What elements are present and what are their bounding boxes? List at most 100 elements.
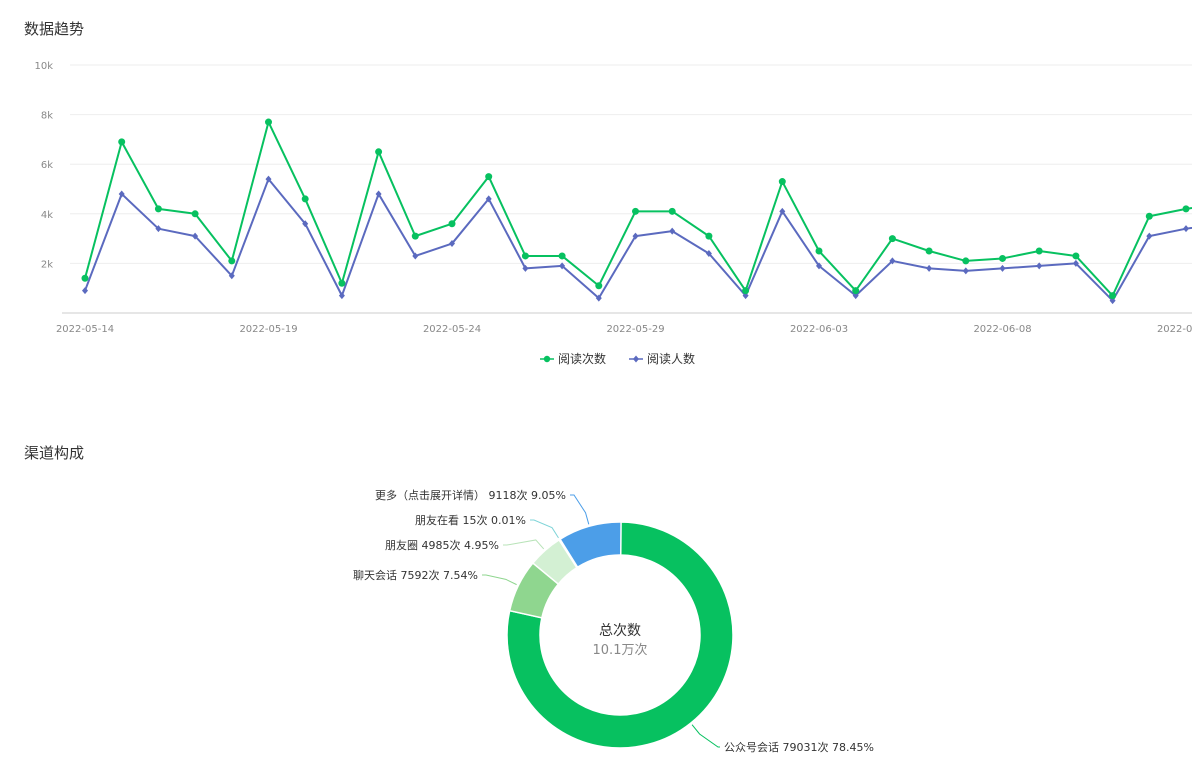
data-point-readers[interactable] xyxy=(889,257,896,265)
donut-slice[interactable] xyxy=(506,521,734,749)
channel-section-title: 渠道构成 xyxy=(24,444,85,462)
data-point-readers[interactable] xyxy=(265,175,272,183)
data-point-readers[interactable] xyxy=(779,207,786,215)
y-tick-label: 6k xyxy=(41,160,53,171)
data-point-readers[interactable] xyxy=(82,287,88,295)
data-point-readers[interactable] xyxy=(228,272,235,280)
chart-legend: 阅读次数 阅读人数 xyxy=(540,351,695,366)
series-line-readers xyxy=(84,178,1192,302)
data-point-reads[interactable] xyxy=(925,247,933,255)
data-point-readers[interactable] xyxy=(522,264,529,272)
slice-label-name: 公众号会话 xyxy=(724,741,779,754)
data-point-readers[interactable] xyxy=(669,227,676,235)
x-tick-label: 2022-05-29 xyxy=(606,324,664,335)
data-point-readers[interactable] xyxy=(485,195,492,203)
slice-label-percent: 9.05% xyxy=(531,489,566,502)
slice-label-count: 4985次 xyxy=(422,538,461,552)
data-point-reads[interactable] xyxy=(375,148,383,156)
data-point-readers[interactable] xyxy=(1036,262,1043,270)
data-point-reads[interactable] xyxy=(999,254,1006,262)
legend-label: 阅读次数 xyxy=(558,351,606,366)
data-point-readers[interactable] xyxy=(559,262,566,270)
data-point-readers[interactable] xyxy=(926,264,933,272)
data-point-readers[interactable] xyxy=(192,232,199,240)
data-point-readers[interactable] xyxy=(595,294,602,302)
data-point-reads[interactable] xyxy=(1072,252,1080,260)
data-point-readers[interactable] xyxy=(1183,225,1189,233)
data-point-readers[interactable] xyxy=(412,252,419,260)
legend-marker xyxy=(633,355,639,363)
x-tick-label: 2022-05-19 xyxy=(239,324,297,335)
data-point-readers[interactable] xyxy=(375,190,382,198)
data-point-reads[interactable] xyxy=(81,274,89,282)
data-point-reads[interactable] xyxy=(1182,205,1190,213)
x-tick-label: 2022-06-03 xyxy=(790,324,848,335)
data-point-reads[interactable] xyxy=(668,207,676,215)
data-point-reads[interactable] xyxy=(301,195,309,203)
data-point-reads[interactable] xyxy=(558,252,566,260)
data-point-reads[interactable] xyxy=(778,178,786,186)
data-point-reads[interactable] xyxy=(705,232,713,240)
data-point-readers[interactable] xyxy=(118,190,125,198)
data-point-reads[interactable] xyxy=(154,205,162,213)
data-point-reads[interactable] xyxy=(1035,247,1043,255)
data-point-reads[interactable] xyxy=(448,220,456,228)
data-point-readers[interactable] xyxy=(999,264,1006,272)
data-point-readers[interactable] xyxy=(338,292,345,300)
data-point-reads[interactable] xyxy=(595,282,603,290)
slice-label: 更多（点击展开详情） 9118次 9.05% xyxy=(375,488,566,502)
slice-label: 公众号会话 79031次 78.45% xyxy=(724,740,874,754)
slice-label-count: 9118次 xyxy=(489,488,528,502)
data-point-reads[interactable] xyxy=(485,173,493,181)
data-point-readers[interactable] xyxy=(1109,297,1116,305)
data-point-reads[interactable] xyxy=(1109,292,1117,300)
data-point-reads[interactable] xyxy=(962,257,970,265)
data-point-readers[interactable] xyxy=(742,292,749,300)
data-point-readers[interactable] xyxy=(816,262,822,270)
data-point-readers[interactable] xyxy=(852,292,859,300)
data-point-readers[interactable] xyxy=(155,225,162,233)
data-point-readers[interactable] xyxy=(962,267,969,275)
data-point-readers[interactable] xyxy=(705,249,712,257)
data-point-readers[interactable] xyxy=(449,240,455,248)
y-tick-label: 8k xyxy=(41,111,53,122)
legend-label: 阅读人数 xyxy=(647,351,695,366)
slice-label-name: 朋友圈 xyxy=(385,538,418,552)
data-point-reads[interactable] xyxy=(1145,212,1153,220)
data-point-reads[interactable] xyxy=(852,287,860,295)
slice-label-percent: 4.95% xyxy=(464,539,499,552)
slice-label-percent: 78.45% xyxy=(832,741,874,754)
legend-item-reads[interactable]: 阅读次数 xyxy=(540,351,606,366)
data-point-reads[interactable] xyxy=(118,138,126,146)
x-tick-label: 2022-05-24 xyxy=(423,324,481,335)
data-point-reads[interactable] xyxy=(888,235,896,243)
data-point-readers[interactable] xyxy=(1146,232,1153,240)
x-tick-label: 2022-06-08 xyxy=(973,324,1031,335)
data-point-reads[interactable] xyxy=(228,257,236,265)
slice-label-count: 15次 xyxy=(463,513,488,527)
data-point-reads[interactable] xyxy=(265,118,272,126)
slice-label-percent: 0.01% xyxy=(491,514,526,527)
data-point-readers[interactable] xyxy=(1072,259,1079,267)
slice-label-percent: 7.54% xyxy=(443,569,478,582)
data-point-reads[interactable] xyxy=(411,232,419,240)
label-leader-line xyxy=(503,539,545,550)
slice-label-name: 朋友在看 xyxy=(415,513,459,527)
data-point-reads[interactable] xyxy=(338,279,346,287)
label-leader-line xyxy=(530,519,559,539)
data-point-readers[interactable] xyxy=(632,232,639,240)
data-point-readers[interactable] xyxy=(302,220,309,228)
data-point-reads[interactable] xyxy=(521,252,529,260)
data-point-reads[interactable] xyxy=(742,287,750,295)
donut-slice[interactable] xyxy=(559,521,622,569)
slice-label: 朋友圈 4985次 4.95% xyxy=(385,538,499,552)
data-point-reads[interactable] xyxy=(191,210,199,218)
slice-label-name: 更多（点击展开详情） xyxy=(375,488,485,502)
x-tick-label: 2022-06-13 xyxy=(1157,324,1192,335)
slice-label: 聊天会话 7592次 7.54% xyxy=(353,568,478,582)
y-tick-label: 4k xyxy=(41,210,53,221)
slice-label-count: 79031次 xyxy=(783,740,829,754)
data-point-reads[interactable] xyxy=(632,207,639,215)
data-point-reads[interactable] xyxy=(815,247,823,255)
legend-item-readers[interactable]: 阅读人数 xyxy=(629,351,695,366)
